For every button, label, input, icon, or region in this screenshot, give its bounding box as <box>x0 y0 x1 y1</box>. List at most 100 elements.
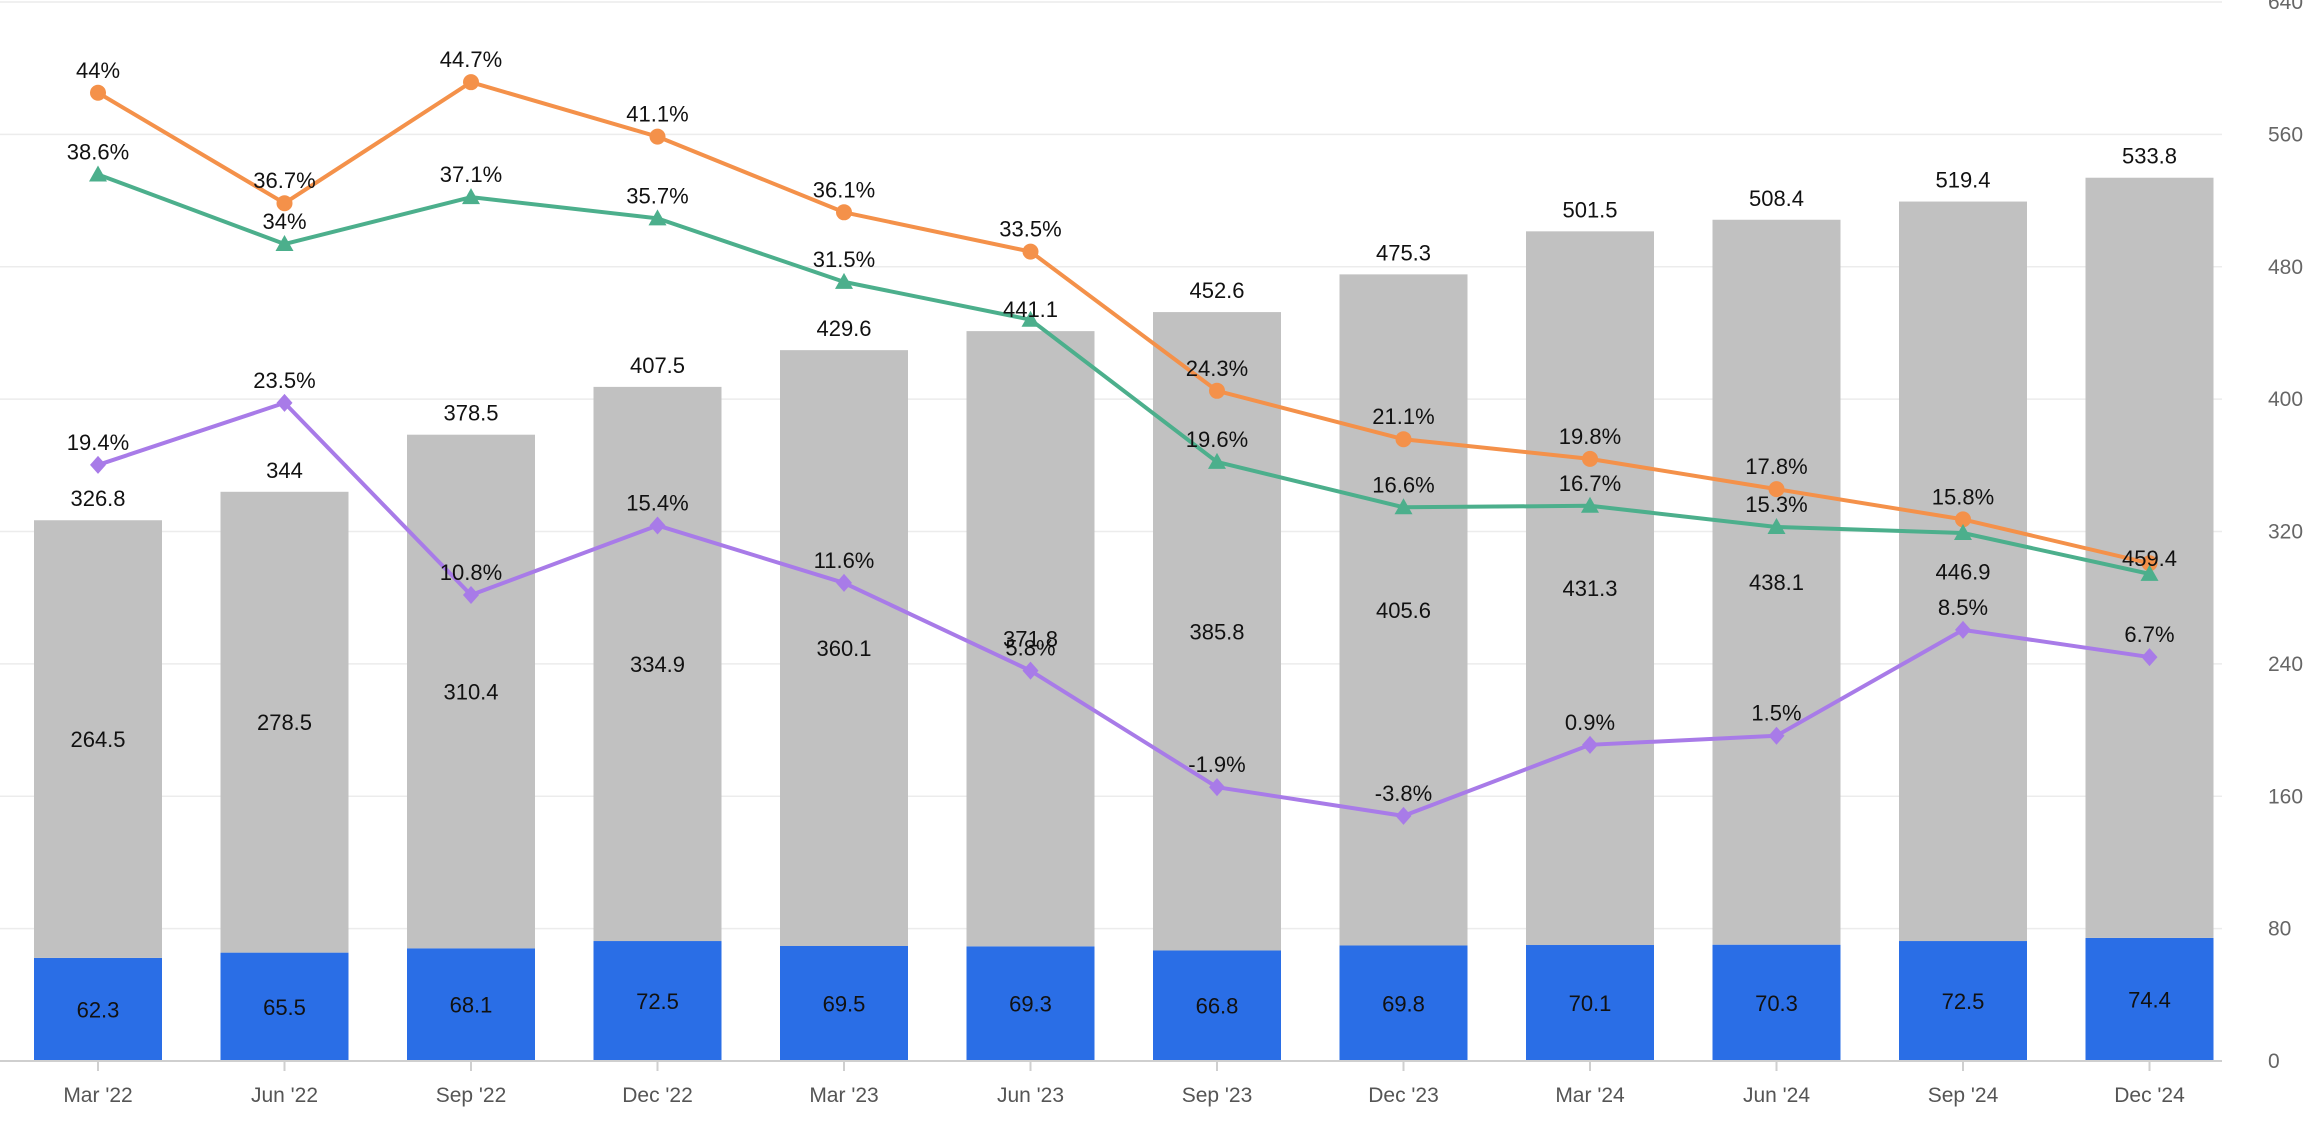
bar-total-label: 326.8 <box>70 486 125 511</box>
bar-top-value-label: 310.4 <box>443 680 498 705</box>
line-point-diamond <box>276 393 293 412</box>
bar-segment-bottom <box>34 957 162 1061</box>
bar-segment-bottom <box>966 946 1095 1061</box>
bar-segment-top <box>34 520 162 958</box>
bar-top-value-label: 360.1 <box>816 636 871 661</box>
grid-lines <box>0 1 2222 930</box>
bar-segment-bottom <box>220 952 349 1061</box>
line-point-circle <box>90 84 106 101</box>
line-point-circle <box>2141 555 2158 572</box>
line-point-circle <box>1022 243 1039 260</box>
bar-top-value-label: 278.5 <box>257 710 312 735</box>
line-value-label: 11.6% <box>814 548 875 573</box>
line-value-label: 31.5% <box>813 247 875 272</box>
line-series-2 <box>97 172 2150 576</box>
line-value-label: 36.1% <box>813 177 875 202</box>
line-value-label: -3.8% <box>1375 781 1432 806</box>
y-tick-label: 560 <box>2268 123 2303 146</box>
x-tick-label: Jun '22 <box>251 1084 318 1107</box>
bar-segment-top <box>1899 201 2027 942</box>
bar-total-label: 501.5 <box>1562 197 1617 222</box>
line-value-label: 35.7% <box>626 183 688 208</box>
line-point-diamond <box>1768 726 1785 745</box>
x-tick-label: Jun '23 <box>997 1084 1064 1107</box>
line-point-diamond <box>1395 806 1412 825</box>
bar-total-label: 407.5 <box>630 353 685 378</box>
bar-bottom-value-label: 66.8 <box>1196 994 1239 1019</box>
bar-bottom-value-label: 70.3 <box>1755 991 1798 1016</box>
line-point-circle <box>649 128 666 145</box>
line-point-diamond <box>1209 778 1225 797</box>
bar-total-label: 441.1 <box>1003 297 1058 322</box>
line-series <box>89 74 2159 825</box>
line-value-label: 34% <box>262 209 306 234</box>
bar-segment-bottom <box>1526 945 1654 1061</box>
line-point-triangle <box>835 272 853 289</box>
line-value-label: 41.1% <box>626 102 688 127</box>
line-value-label: 8.5% <box>1938 595 1988 620</box>
bar-segment-bottom <box>1153 950 1281 1061</box>
bar-total-label: 533.8 <box>2122 144 2177 169</box>
bars <box>34 177 2214 1061</box>
bar-bottom-value-label: 74.4 <box>2128 987 2171 1012</box>
line-point-circle <box>836 204 852 221</box>
bar-segment-bottom <box>1712 944 1841 1061</box>
y-tick-label: 480 <box>2268 256 2303 279</box>
bar-total-label: 475.3 <box>1376 240 1431 265</box>
bar-segment-top <box>1153 312 1281 951</box>
line-value-label: 6.7% <box>2124 622 2174 647</box>
line-point-circle <box>1955 511 1971 528</box>
line-point-diamond <box>463 586 479 605</box>
x-tick-label: Sep '24 <box>1928 1084 1999 1107</box>
bar-bottom-value-label: 65.5 <box>263 995 306 1020</box>
bar-segment-bottom <box>1899 941 2027 1061</box>
line-value-label: 15.8% <box>1932 484 1994 509</box>
x-tick-label: Mar '24 <box>1555 1084 1625 1107</box>
line-value-label: 36.7% <box>253 168 315 193</box>
bar-top-value-label: 459.4 <box>2122 546 2177 571</box>
line-point-circle <box>1209 382 1225 399</box>
y-tick-label: 240 <box>2268 653 2303 676</box>
line-value-label: 24.3% <box>1186 356 1248 381</box>
line-value-label: 19.6% <box>1186 427 1248 452</box>
x-tick-label: Sep '23 <box>1182 1084 1253 1107</box>
y-tick-label: 320 <box>2268 521 2303 544</box>
line-value-label: 38.6% <box>67 139 129 164</box>
bar-bottom-value-label: 69.8 <box>1382 991 1425 1016</box>
y-tick-label: 80 <box>2268 918 2291 941</box>
bar-segment-bottom <box>780 945 908 1061</box>
line-point-triangle <box>1208 452 1226 469</box>
bar-top-value-label: 438.1 <box>1749 570 1804 595</box>
bar-segment-top <box>1526 231 1654 946</box>
y-tick-label: 400 <box>2268 388 2303 411</box>
x-tick-label: Mar '22 <box>63 1084 132 1107</box>
bar-total-label: 378.5 <box>443 401 498 426</box>
data-labels: 62.3 264.5 326.8 65.5 278.5 344 68.1 310.4 378.5… <box>67 47 2177 1022</box>
bar-bottom-value-label: 68.1 <box>450 993 493 1018</box>
line-point-diamond <box>1955 620 1971 639</box>
bar-segment-top <box>593 386 722 942</box>
line-point-triangle <box>462 188 480 205</box>
line-value-label: 37.1% <box>440 162 502 187</box>
y-tick-label: 0 <box>2268 1050 2280 1073</box>
line-value-label: 10.8% <box>440 560 502 585</box>
line-value-label: 0.9% <box>1565 710 1615 735</box>
x-tick-label: Sep '22 <box>436 1084 507 1107</box>
line-value-label: 44% <box>76 58 120 83</box>
bar-top-value-label: 385.8 <box>1189 619 1244 644</box>
line-value-label: 17.8% <box>1745 454 1807 479</box>
bar-top-value-label: 334.9 <box>630 652 685 677</box>
line-point-triangle <box>2140 564 2159 581</box>
bar-top-value-label: 264.5 <box>70 727 125 752</box>
line-value-label: 21.1% <box>1372 404 1434 429</box>
bar-segment-top <box>780 350 908 946</box>
line-point-diamond <box>836 573 852 592</box>
line-point-triangle <box>1767 517 1786 534</box>
line-point-triangle <box>1394 498 1413 515</box>
bar-total-label: 429.6 <box>816 316 871 341</box>
bar-segment-top <box>220 491 349 953</box>
line-value-label: 1.5% <box>1751 701 1801 726</box>
